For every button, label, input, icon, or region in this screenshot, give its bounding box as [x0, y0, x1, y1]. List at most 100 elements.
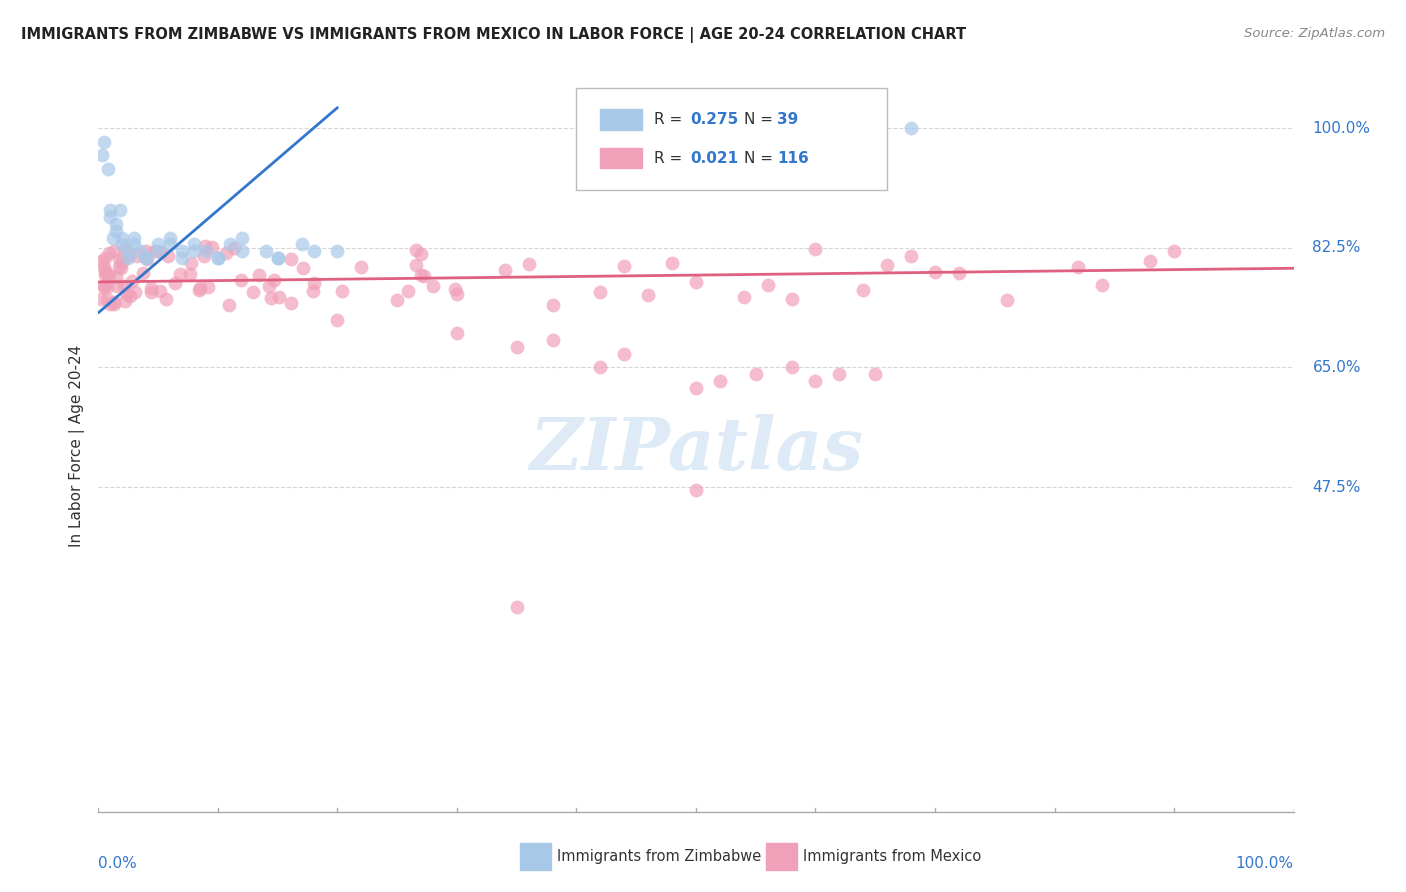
Point — [93, 278, 115, 293]
Text: 82.5%: 82.5% — [1312, 240, 1361, 255]
Point — [207, 251, 229, 265]
Point — [93, 279, 115, 293]
Text: 47.5%: 47.5% — [1312, 480, 1361, 494]
Point — [91, 148, 114, 162]
Point — [97, 162, 120, 177]
Point — [613, 347, 636, 361]
Point — [506, 599, 529, 614]
Point — [541, 298, 564, 312]
Point — [93, 252, 115, 266]
Point — [120, 289, 142, 303]
Point — [193, 248, 215, 262]
Point — [326, 244, 349, 259]
Point — [900, 249, 922, 263]
Point — [661, 256, 683, 270]
Point — [446, 287, 468, 301]
Point — [280, 252, 302, 266]
Point — [259, 279, 281, 293]
Text: ZIPatlas: ZIPatlas — [529, 414, 863, 485]
Point — [172, 244, 194, 259]
Text: Immigrants from Zimbabwe: Immigrants from Zimbabwe — [557, 849, 761, 863]
Point — [195, 244, 218, 259]
Point — [135, 244, 157, 258]
Point — [852, 283, 875, 297]
Point — [685, 275, 707, 289]
Point — [108, 260, 131, 274]
Point — [179, 268, 201, 282]
Point — [709, 374, 731, 388]
Point — [242, 285, 264, 300]
Point — [494, 262, 516, 277]
Text: R =: R = — [654, 151, 688, 166]
Text: N =: N = — [744, 112, 778, 127]
Point — [132, 266, 155, 280]
Point — [121, 274, 143, 288]
Point — [411, 247, 433, 261]
Point — [183, 244, 205, 259]
Point — [948, 266, 970, 280]
Point — [865, 368, 887, 382]
Point — [231, 272, 253, 286]
Point — [124, 285, 146, 299]
Point — [900, 121, 922, 136]
Point — [247, 268, 270, 283]
Point — [637, 288, 659, 302]
Point — [149, 245, 172, 260]
Point — [117, 244, 139, 259]
Point — [94, 268, 117, 283]
Point — [139, 285, 162, 299]
Point — [96, 267, 118, 281]
Point — [111, 237, 134, 252]
Point — [188, 284, 211, 298]
Point — [219, 237, 242, 252]
Point — [108, 203, 131, 218]
Point — [541, 333, 564, 347]
Point — [163, 277, 186, 291]
Point — [124, 237, 146, 252]
Text: N =: N = — [744, 151, 778, 166]
Text: 0.021: 0.021 — [690, 151, 738, 166]
Point — [183, 237, 205, 252]
Point — [330, 285, 353, 299]
Point — [148, 237, 170, 252]
Point — [117, 251, 139, 265]
Point — [94, 264, 117, 278]
Text: 0.275: 0.275 — [690, 112, 738, 127]
FancyBboxPatch shape — [600, 109, 643, 129]
Point — [1139, 254, 1161, 268]
Text: Source: ZipAtlas.com: Source: ZipAtlas.com — [1244, 27, 1385, 40]
Point — [103, 297, 125, 311]
Text: Immigrants from Mexico: Immigrants from Mexico — [803, 849, 981, 863]
Point — [103, 295, 125, 310]
Point — [411, 268, 433, 282]
Point — [135, 251, 157, 265]
Point — [924, 265, 946, 279]
Point — [1091, 278, 1114, 293]
Point — [159, 237, 181, 252]
Point — [385, 293, 409, 308]
Point — [412, 268, 434, 283]
Point — [96, 279, 118, 293]
Point — [91, 254, 114, 268]
Point — [188, 281, 211, 295]
Point — [112, 279, 135, 293]
Point — [517, 257, 540, 271]
Point — [97, 268, 120, 282]
Point — [396, 284, 419, 298]
Point — [506, 340, 529, 354]
Point — [143, 244, 166, 258]
Point — [443, 282, 465, 296]
Point — [405, 258, 427, 272]
Point — [350, 260, 373, 274]
Point — [446, 326, 468, 341]
Point — [98, 210, 122, 224]
Point — [1163, 244, 1185, 258]
Text: 65.0%: 65.0% — [1312, 359, 1361, 375]
Point — [422, 279, 444, 293]
Text: 116: 116 — [778, 151, 808, 166]
Point — [218, 298, 240, 312]
Point — [231, 244, 253, 259]
Text: 100.0%: 100.0% — [1236, 855, 1294, 871]
Y-axis label: In Labor Force | Age 20-24: In Labor Force | Age 20-24 — [69, 345, 84, 547]
Point — [96, 292, 118, 306]
